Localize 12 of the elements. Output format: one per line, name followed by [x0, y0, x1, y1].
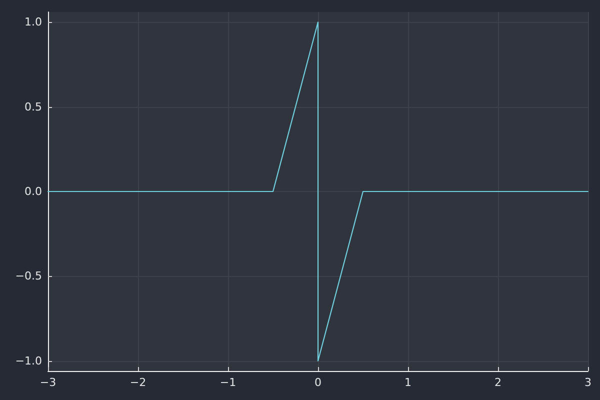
y-tick-label: 0.5 [24, 100, 42, 114]
x-tick-label: −3 [40, 376, 56, 389]
y-tick-label: 1.0 [24, 16, 42, 29]
x-tick-label: 0 [314, 376, 322, 389]
x-tick-label: −2 [130, 376, 146, 389]
x-tick-label: −1 [220, 376, 236, 389]
y-tick-label: −1.0 [15, 354, 42, 368]
y-tick-label: 0.0 [24, 185, 42, 198]
x-tick-label: 2 [494, 376, 502, 389]
x-tick-label: 1 [404, 376, 412, 389]
x-tick-label: 3 [584, 376, 592, 389]
y-tick-label: −0.5 [15, 270, 42, 283]
